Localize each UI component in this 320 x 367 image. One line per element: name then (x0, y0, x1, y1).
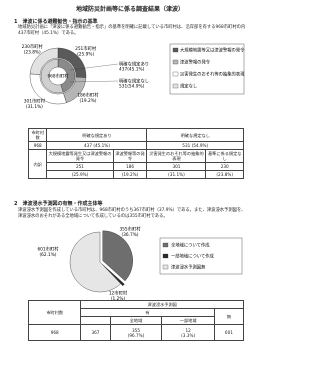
cell: 災害発生のおそれ等の抽象的表現 (146, 149, 207, 163)
cell: 251 (46, 162, 114, 171)
inner-label: 531(54.9%) (119, 84, 145, 90)
cell-text: (3.3%) (181, 332, 196, 338)
cell: 437 (45.1%) (46, 141, 148, 150)
legend-label: 津波警報の発令 (180, 59, 211, 66)
cell: 明確な規定あり (46, 128, 148, 142)
cell: 968 (27, 324, 82, 341)
body-text: 津波浸水予測図を作成している市町村は、968市町村のうち367市町村（37.9%… (18, 208, 246, 219)
cell: 内訳 (27, 149, 48, 179)
cell-text: 12 (185, 327, 191, 333)
legend-box (169, 43, 245, 95)
heading: 2 津波浸水予測図の有無・作成主体等 (14, 201, 103, 207)
cell: (25.9%) (46, 170, 114, 179)
center-label: 968市町村 (47, 73, 69, 80)
cell: 186 (112, 162, 148, 171)
legend-swatch (172, 47, 179, 53)
legend-label: 全地域について作成 (171, 242, 210, 249)
cell: 531 (54.9%) (146, 141, 244, 150)
cell: 大規模地震等発生又は津波警報の発令 (46, 149, 114, 163)
legend-label: 災害発生のおそれ等の抽象的表現 (180, 71, 245, 78)
pie-slice (40, 58, 64, 94)
legend-label: 規定なし (180, 83, 197, 90)
cell: (23.8%) (205, 170, 244, 179)
pie-slice (69, 231, 121, 293)
leader-line (69, 63, 119, 71)
slice-label: 230市町村 (22, 43, 44, 50)
slice-label: (31.1%) (26, 104, 43, 110)
slice-label: 12市町村 (109, 290, 128, 297)
table: 市町村数 津波浸水予測図 有無 全地域 一部地域 968 367 355 (96.7%)… (27, 300, 245, 341)
slice-label: 186市町村 (77, 92, 99, 99)
cell: 津波警報等の発令 (112, 149, 148, 163)
cell: 一部地域 (161, 316, 215, 325)
cell: (19.2%) (112, 170, 148, 179)
cell: 601 (213, 324, 245, 341)
legend-label: 津波浸水予測図無 (171, 264, 206, 271)
cell: 968 (27, 141, 48, 150)
heading: 1 津波に係る避難勧告・指示の基準 (14, 19, 98, 25)
cell (80, 316, 111, 325)
cell: 301 (146, 162, 207, 171)
cell: 12 (3.3%) (161, 324, 215, 341)
inner-label: 437(45.1%) (119, 67, 145, 73)
cell: 市町村数 (27, 300, 82, 325)
legend-label: 一部地域について作成 (171, 253, 215, 260)
cell: 全地域 (109, 316, 163, 325)
title: 地域防災計画等に係る調査結果（津波） (75, 6, 184, 13)
slice-label: (36.7%) (121, 232, 138, 238)
inner-label: 明確な規定あり (119, 61, 149, 68)
slice-label: (1.2%) (111, 296, 126, 302)
pie-slice (102, 230, 133, 282)
legend-swatch (172, 83, 179, 89)
slice-label: (23.8%) (24, 50, 41, 56)
legend-swatch (162, 264, 169, 270)
cell-text: 355 (131, 327, 140, 333)
leader-line (69, 80, 119, 83)
page: 地域防災計画等に係る調査結果（津波） 1 津波に係る避難勧告・指示の基準 地域防… (14, 6, 246, 341)
cell: 市町村数 (27, 128, 48, 142)
legend-swatch (162, 253, 169, 259)
charts: 968市町村251市町村(25.9%)186市町村(19.2%)301市町村(3… (22, 43, 246, 302)
pie-slice (29, 47, 59, 75)
pie-slice (102, 263, 125, 287)
cell: 有 (80, 308, 215, 317)
legend-label: 大規模地震等又は津波警報の発令 (180, 47, 245, 54)
cell: 津波浸水予測図 (80, 300, 244, 309)
cell: (31.1%) (146, 170, 207, 179)
inner-label: 明確な規定なし (119, 78, 149, 85)
legend-box (159, 237, 243, 275)
cell: 基準に係る規定なし (205, 149, 244, 163)
legend-swatch (172, 59, 179, 65)
cell-text: (96.7%) (127, 332, 145, 338)
slice-label: 301市町村 (24, 98, 46, 105)
cell: 明確な規定なし (146, 128, 244, 142)
slice-label: (19.2%) (79, 98, 96, 104)
slice-label: (25.9%) (77, 51, 94, 57)
slice-label: (62.1%) (39, 252, 56, 258)
cell: 無 (213, 308, 245, 325)
body-text: 地域防災計画に「津波に係る避難勧告・指示」の基準を明確に記載している市町村は、沿… (18, 25, 246, 36)
slice-label: 355市町村 (119, 226, 141, 233)
cell: 367 (80, 324, 111, 341)
slice-label: 251市町村 (75, 45, 97, 52)
legend-swatch (162, 242, 169, 248)
legend-swatch (172, 71, 179, 77)
table: 市町村数 明確な規定あり 明確な規定なし 968 437 (45.1%) 531 (54… (27, 128, 244, 179)
slice-label: 601市町村 (37, 246, 59, 253)
cell: 355 (96.7%) (109, 324, 163, 341)
cell: 230 (205, 162, 244, 171)
